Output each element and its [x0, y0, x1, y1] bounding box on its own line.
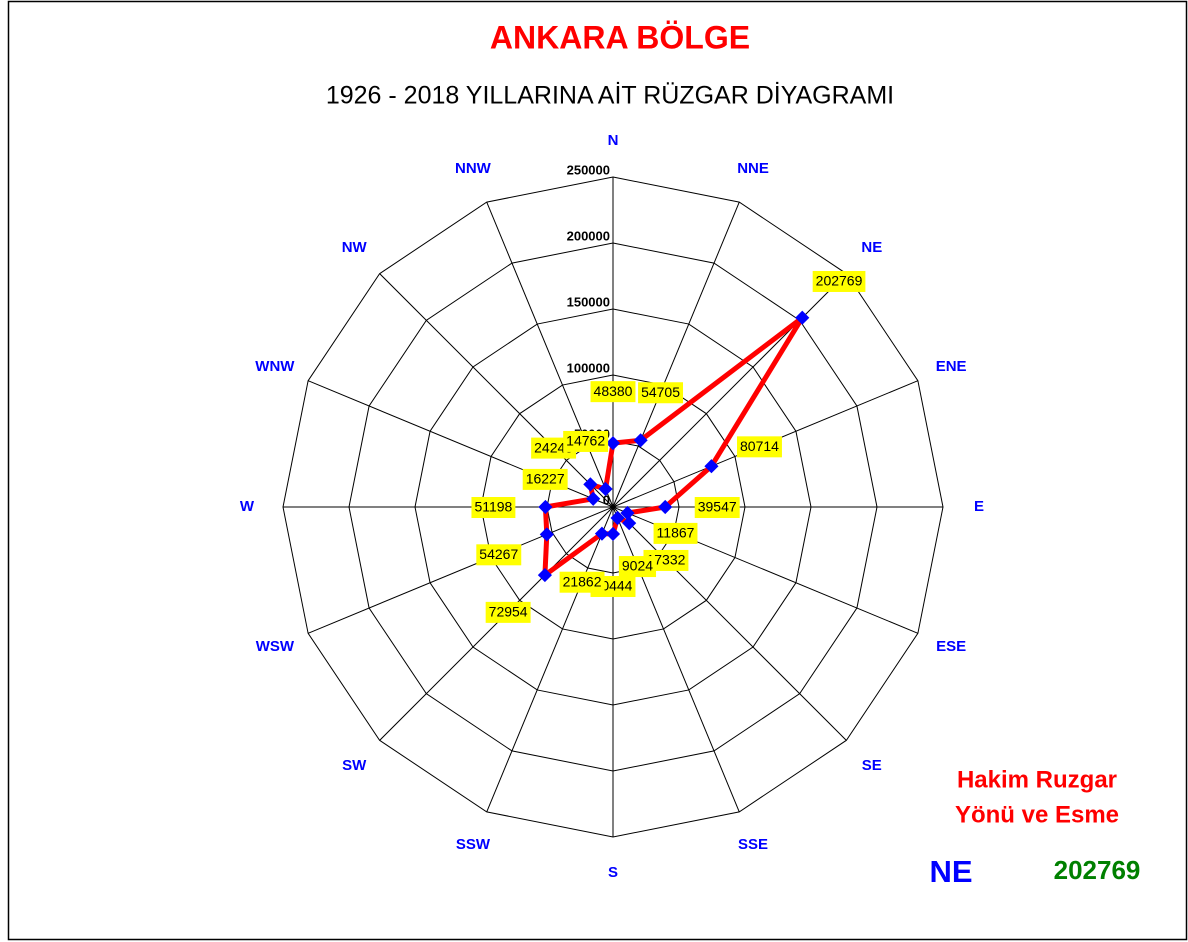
value-label-box [653, 522, 698, 544]
marker [598, 481, 613, 497]
value-label-text: 9024 [622, 558, 653, 574]
category-label: N [608, 132, 619, 149]
spoke [612, 506, 847, 741]
value-label-text: 80714 [740, 438, 779, 454]
y-tick-label: 100000 [567, 360, 610, 375]
marker [633, 433, 648, 448]
value-label-box [485, 601, 531, 623]
value-label: 9024 [618, 556, 657, 578]
dominant-title: Yönü ve Esme [955, 801, 1119, 828]
dominant-direction: NE [929, 854, 972, 889]
value-label: 48380 [590, 381, 636, 403]
value-label: 51198 [471, 497, 516, 518]
value-label-text: 11867 [657, 525, 695, 541]
value-label-text: 39547 [698, 499, 737, 515]
value-label-box [471, 497, 516, 518]
marker [795, 310, 810, 325]
category-label: SE [862, 757, 882, 774]
category-label: NNE [737, 160, 769, 177]
value-label-box [618, 556, 657, 578]
value-label-box [590, 381, 636, 403]
value-label: 54705 [638, 382, 684, 404]
value-label: 39547 [694, 497, 740, 518]
marker [658, 499, 673, 515]
dominant-value: 202769 [1054, 855, 1141, 885]
category-label: WNW [255, 358, 295, 375]
value-label-box [638, 382, 684, 404]
marker [586, 491, 601, 506]
category-label: NW [342, 239, 368, 256]
category-label: SSW [456, 836, 491, 853]
spoke [486, 201, 614, 508]
value-label-text: 16227 [526, 471, 565, 487]
category-label: SSE [738, 836, 768, 853]
value-label-text: 202769 [816, 273, 863, 289]
marker [704, 459, 719, 474]
marker [537, 568, 552, 583]
spoke [379, 506, 614, 741]
spoke [379, 273, 614, 508]
value-label-text: 51198 [474, 499, 512, 515]
y-tick-label: 150000 [567, 294, 610, 309]
chart-subtitle: 1926 - 2018 YILLARINA AİT RÜZGAR DİYAGRA… [326, 81, 894, 110]
value-label-text: 72954 [489, 604, 528, 620]
marker [594, 526, 610, 541]
value-label: 14762 [563, 430, 609, 452]
value-label: 21862 [559, 571, 605, 593]
spoke [612, 201, 740, 508]
category-label: SW [342, 757, 367, 774]
value-label-box [694, 497, 740, 518]
category-label: E [974, 498, 984, 515]
category-label: NE [861, 239, 882, 256]
value-label-box [476, 544, 522, 566]
marker [605, 436, 621, 451]
marker [583, 477, 598, 492]
category-label: ESE [936, 638, 966, 655]
marker [539, 527, 554, 542]
value-label-box [737, 436, 782, 458]
dominant-title: Hakim Ruzgar [957, 766, 1117, 793]
spoke [486, 506, 614, 813]
y-tick-label: 200000 [567, 228, 610, 243]
value-label: 11867 [653, 522, 698, 544]
spoke [612, 273, 847, 508]
category-label: W [240, 498, 255, 515]
y-tick-label: 0 [603, 492, 610, 507]
value-label-text: 21862 [563, 573, 602, 589]
value-label: 16227 [522, 468, 568, 490]
spoke [307, 506, 614, 634]
category-label: WSW [256, 638, 295, 655]
value-label: 80714 [737, 436, 782, 458]
y-tick-label: 250000 [567, 162, 610, 177]
value-label-box [559, 571, 605, 593]
marker [620, 505, 635, 521]
marker [538, 499, 553, 515]
value-label-text: 17332 [646, 552, 685, 568]
value-label-text: 54267 [479, 546, 518, 562]
value-label-text: 14762 [566, 433, 605, 449]
marker [610, 510, 625, 526]
value-label-box [563, 430, 609, 452]
value-label: 72954 [485, 601, 531, 623]
value-label-box [522, 468, 568, 490]
category-label: NNW [455, 160, 492, 177]
value-label: 202769 [812, 270, 866, 292]
marker [605, 526, 621, 542]
value-label: 54267 [476, 544, 522, 566]
value-label-text: 48380 [594, 383, 633, 399]
value-label-text: 54705 [641, 384, 680, 400]
category-label: ENE [936, 358, 967, 375]
category-label: S [608, 864, 618, 881]
value-label-box [812, 270, 866, 292]
chart-title: ANKARA BÖLGE [490, 19, 750, 55]
marker [622, 516, 637, 531]
